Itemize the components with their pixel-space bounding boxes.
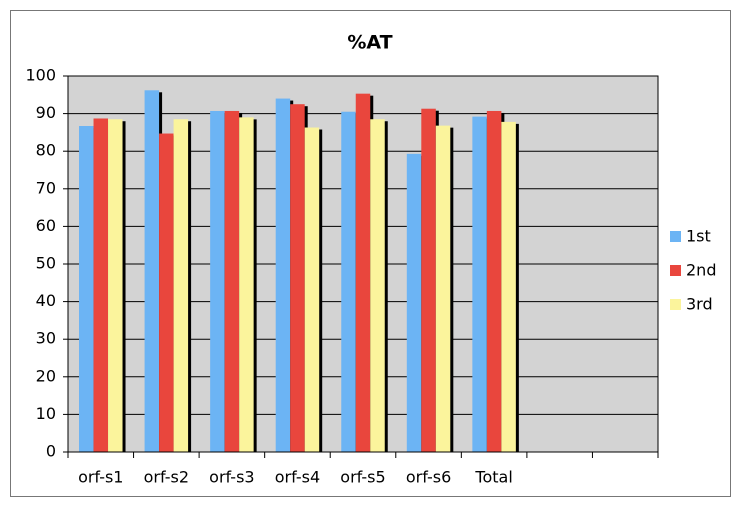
bar — [173, 119, 189, 453]
x-tick-label: orf-s4 — [275, 468, 320, 487]
y-tick-label: 100 — [25, 66, 56, 85]
bar — [210, 110, 225, 452]
y-tick-label: 30 — [36, 329, 56, 348]
bar — [290, 104, 305, 452]
bar — [224, 110, 240, 452]
bar — [472, 116, 487, 452]
x-tick-label: orf-s6 — [406, 468, 451, 487]
bar — [239, 117, 254, 453]
x-tick-label: orf-s1 — [78, 468, 123, 487]
bar — [108, 119, 123, 453]
chart-title: %AT — [347, 32, 392, 54]
x-tick-label: orf-s3 — [209, 468, 254, 487]
legend-swatch — [670, 265, 681, 276]
bar — [501, 121, 516, 452]
legend-label: 2nd — [686, 261, 716, 280]
x-tick-label: orf-s2 — [144, 468, 189, 487]
legend-swatch — [670, 231, 681, 242]
y-tick-label: 0 — [46, 442, 56, 461]
y-tick-label: 10 — [36, 404, 56, 423]
y-tick-label: 90 — [36, 103, 56, 122]
bar — [304, 127, 320, 453]
bar — [370, 119, 385, 453]
legend-label: 3rd — [686, 295, 713, 314]
y-tick-label: 80 — [36, 141, 56, 160]
bar — [341, 111, 356, 452]
y-tick-label: 70 — [36, 178, 56, 197]
bar — [144, 90, 160, 453]
bar — [435, 125, 451, 452]
legend-swatch — [670, 299, 681, 310]
bar — [421, 108, 436, 452]
x-tick-label: Total — [474, 468, 512, 487]
bar — [355, 93, 371, 452]
y-tick-label: 40 — [36, 291, 56, 310]
x-tick-label: orf-s5 — [340, 468, 385, 487]
bar — [486, 110, 502, 452]
y-tick-label: 60 — [36, 216, 56, 235]
legend-label: 1st — [686, 227, 711, 246]
bar — [93, 118, 109, 452]
y-tick-label: 20 — [36, 366, 56, 385]
bar — [275, 98, 291, 452]
bar — [79, 126, 94, 453]
bar — [159, 133, 174, 452]
bar — [406, 153, 422, 452]
y-tick-label: 50 — [36, 254, 56, 273]
